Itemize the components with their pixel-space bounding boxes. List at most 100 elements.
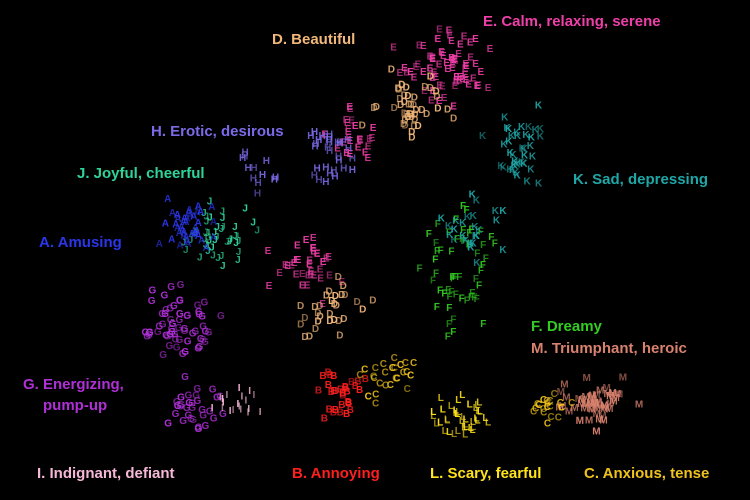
point-h: H (326, 168, 333, 179)
point-m: M (609, 388, 617, 399)
point-i: I (219, 393, 222, 404)
point-g: G (183, 311, 191, 322)
point-g: G (179, 416, 187, 427)
point-f: F (476, 280, 482, 291)
point-d: D (405, 99, 412, 110)
point-j: J (232, 231, 238, 242)
point-f: F (434, 302, 440, 313)
point-g: G (158, 309, 166, 320)
point-d: D (373, 102, 380, 113)
point-d: D (415, 121, 422, 132)
point-g: G (181, 347, 189, 358)
point-e: E (429, 73, 436, 84)
point-e: E (472, 34, 479, 45)
label-amusing: A. Amusing (39, 234, 122, 251)
point-l: L (451, 429, 457, 440)
point-m: M (606, 399, 614, 410)
point-d: D (333, 300, 340, 311)
point-g: G (209, 384, 217, 395)
point-g: G (168, 324, 176, 335)
point-e: E (357, 135, 364, 146)
point-i: I (241, 391, 244, 402)
point-g: G (210, 413, 218, 424)
point-d: D (332, 291, 339, 302)
point-j: J (236, 247, 242, 258)
point-i: I (238, 383, 241, 394)
point-b: B (315, 386, 322, 397)
point-l: L (453, 408, 459, 419)
point-e: E (462, 70, 469, 81)
point-c: C (547, 412, 554, 423)
point-d: D (312, 324, 319, 335)
point-h: H (250, 173, 257, 184)
point-b: B (337, 385, 344, 396)
point-e: E (282, 260, 289, 271)
point-c: C (540, 395, 547, 406)
point-c: C (543, 396, 550, 407)
point-g: G (177, 280, 185, 291)
point-l: L (438, 393, 444, 404)
point-f: F (466, 228, 472, 239)
point-l: L (476, 397, 482, 408)
point-e: E (347, 136, 354, 147)
point-h: H (349, 153, 356, 164)
point-e: E (307, 269, 314, 280)
point-f: F (474, 249, 480, 260)
point-l: L (444, 415, 450, 426)
point-e: E (345, 127, 352, 138)
point-g: G (213, 393, 221, 404)
point-h: H (311, 170, 318, 181)
point-k: K (473, 196, 481, 207)
point-e: E (440, 51, 447, 62)
point-d: D (316, 301, 323, 312)
point-m: M (590, 399, 598, 410)
point-a: A (172, 220, 179, 231)
point-e: E (443, 58, 450, 69)
point-e: E (322, 130, 329, 141)
point-f: F (478, 226, 484, 237)
point-b: B (345, 397, 352, 408)
point-l: L (448, 401, 454, 412)
point-a: A (183, 236, 190, 247)
point-e: E (357, 135, 364, 146)
point-k: K (472, 231, 480, 242)
point-a: A (169, 208, 176, 219)
point-m: M (583, 373, 591, 384)
point-l: L (461, 423, 467, 434)
point-e: E (431, 67, 438, 78)
point-g: G (146, 328, 154, 339)
point-e: E (413, 62, 420, 73)
point-g: G (189, 415, 197, 426)
point-b: B (362, 374, 369, 385)
point-m: M (592, 400, 600, 411)
point-k: K (438, 214, 446, 225)
point-h: H (271, 175, 278, 186)
point-b: B (344, 386, 351, 397)
point-j: J (224, 237, 230, 248)
point-k: K (479, 131, 487, 142)
point-c: C (544, 398, 551, 409)
point-d: D (297, 301, 304, 312)
point-a: A (180, 217, 187, 228)
point-e: E (305, 271, 312, 282)
point-f: F (433, 268, 439, 279)
point-g: G (169, 319, 177, 330)
point-e: E (347, 104, 354, 115)
point-b: B (347, 405, 354, 416)
label-sad: K. Sad, depressing (573, 171, 709, 188)
point-k: K (451, 225, 459, 236)
point-f: F (433, 238, 439, 249)
point-a: A (185, 239, 192, 250)
point-k: K (521, 144, 529, 155)
point-l: L (463, 422, 469, 433)
point-a: A (174, 223, 181, 234)
point-l: L (440, 404, 446, 415)
point-g: G (174, 401, 182, 412)
point-l: L (459, 390, 465, 401)
point-k: K (528, 133, 536, 144)
point-d: D (401, 91, 408, 102)
point-l: L (455, 426, 461, 437)
point-k: K (519, 144, 527, 155)
point-g: G (162, 331, 170, 342)
point-d: D (444, 105, 451, 116)
